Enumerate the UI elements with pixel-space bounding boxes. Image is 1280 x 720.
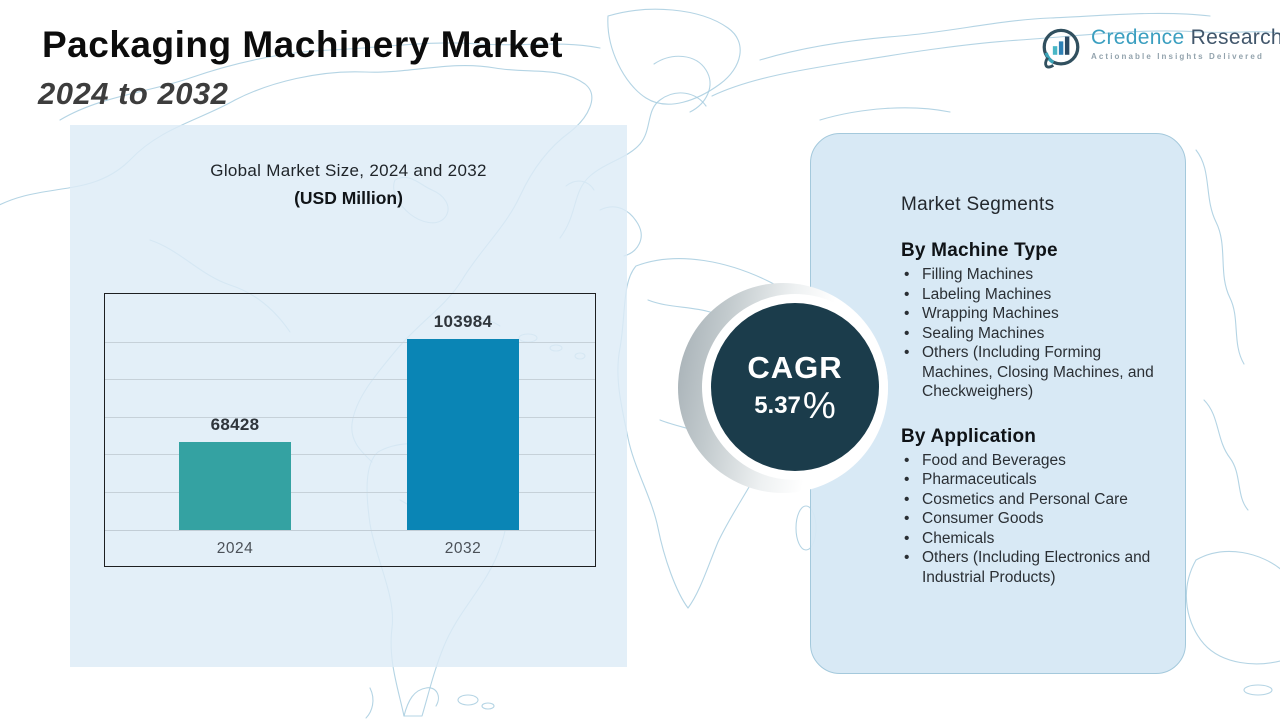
gridline [105, 342, 595, 343]
bar-2032 [407, 339, 519, 530]
chart-subtitle: (USD Million) [294, 188, 403, 208]
segment-item: Cosmetics and Personal Care [901, 490, 1173, 510]
bar-chart: 68428 103984 2024 2032 [104, 293, 596, 567]
segment-list-1: Food and BeveragesPharmaceuticalsCosmeti… [901, 451, 1173, 588]
brand-tagline: Actionable Insights Delivered [1091, 52, 1264, 61]
bar-value-label-2032: 103984 [433, 312, 493, 331]
category-label-2024: 2024 [216, 540, 254, 557]
segments-title: Market Segments [901, 194, 1055, 215]
segment-item: Wrapping Machines [901, 304, 1173, 324]
bar-group-2024: 68428 [179, 415, 291, 530]
segment-heading-0: By Machine Type [901, 240, 1058, 261]
brand-text: Credence Research Actionable Insights De… [1091, 26, 1280, 61]
segment-item: Filling Machines [901, 265, 1173, 285]
page-title: Packaging Machinery Market [42, 24, 563, 65]
page-subtitle: 2024 to 2032 [38, 76, 229, 111]
cagr-value: 5.37% [754, 385, 836, 426]
brand-name: Credence Research [1091, 26, 1280, 49]
cagr-badge: CAGR 5.37% [711, 303, 879, 471]
segment-list-0: Filling MachinesLabeling MachinesWrappin… [901, 265, 1173, 402]
gridline [105, 417, 595, 418]
chart-title: Global Market Size, 2024 and 2032 [210, 161, 487, 180]
gridline [105, 454, 595, 455]
brand-logo: Credence Research Actionable Insights De… [1038, 26, 1280, 74]
segment-item: Labeling Machines [901, 285, 1173, 305]
segment-item: Others (Including Forming Machines, Clos… [901, 343, 1173, 402]
cagr-label: CAGR [747, 350, 843, 385]
segment-item: Consumer Goods [901, 509, 1173, 529]
market-size-panel: Global Market Size, 2024 and 2032 (USD M… [70, 125, 627, 667]
segment-item: Others (Including Electronics and Indust… [901, 548, 1173, 587]
segment-item: Chemicals [901, 529, 1173, 549]
segment-heading-1: By Application [901, 425, 1037, 447]
chart-plot-area: 68428 103984 [105, 294, 595, 531]
segment-item: Sealing Machines [901, 324, 1173, 344]
bar-value-label-2024: 68428 [210, 415, 260, 434]
segment-groups: By Machine Type Filling MachinesLabeling … [901, 240, 1173, 587]
gridline [105, 379, 595, 380]
gridline [105, 492, 595, 493]
category-label-2032: 2032 [444, 540, 482, 557]
percent-sign: % [802, 385, 836, 426]
bar-group-2032: 103984 [407, 312, 519, 530]
bar-2024 [179, 442, 291, 530]
segment-item: Pharmaceuticals [901, 470, 1173, 490]
bar-chart-bubble-icon [1042, 28, 1080, 69]
segment-item: Food and Beverages [901, 451, 1173, 471]
